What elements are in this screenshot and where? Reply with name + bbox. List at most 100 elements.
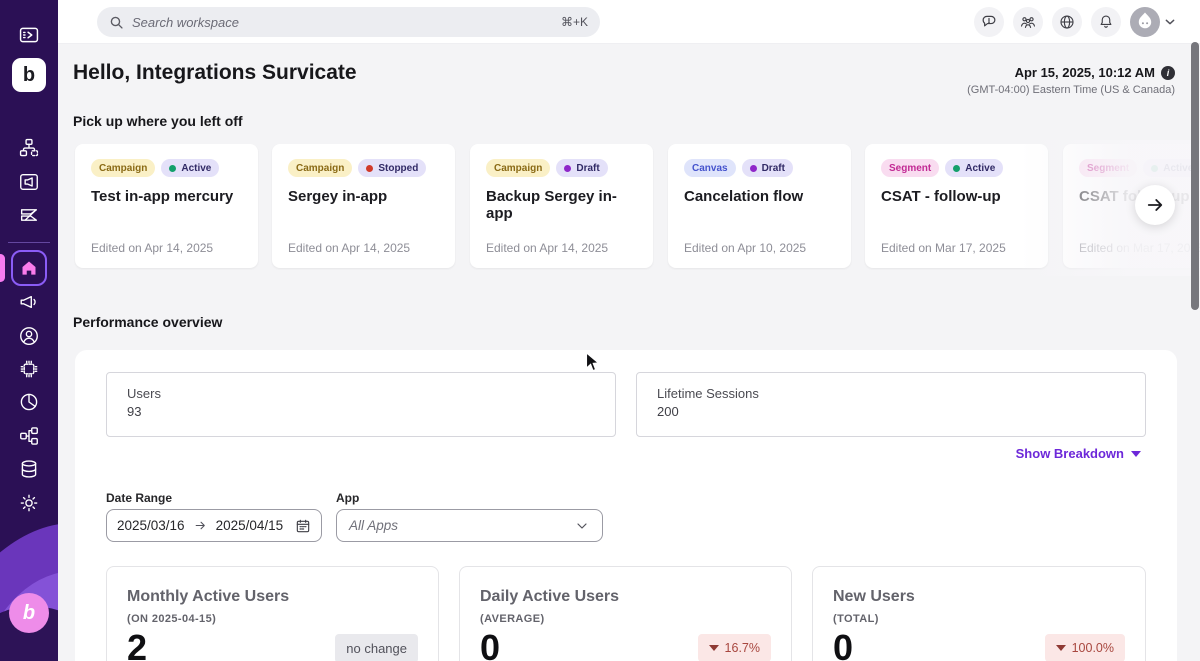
- metric-title: Daily Active Users: [480, 588, 620, 605]
- carousel-next-button[interactable]: [1135, 185, 1175, 225]
- sidebar-item-announcements[interactable]: [0, 291, 58, 313]
- app-filter-label: App: [336, 491, 360, 505]
- recent-card[interactable]: Campaign Draft Backup Sergey in-app Edit…: [470, 144, 653, 268]
- metric-title: New Users: [833, 588, 915, 605]
- sidebar-item-analytics[interactable]: [0, 391, 58, 413]
- status-badge: Active: [161, 159, 220, 177]
- metric-value: 0: [480, 627, 501, 661]
- people-icon: [1019, 13, 1037, 31]
- timezone-text: (GMT-04:00) Eastern Time (US & Canada): [967, 84, 1175, 96]
- app-select-value: All Apps: [349, 518, 399, 533]
- performance-section-title: Performance overview: [73, 314, 223, 330]
- info-icon[interactable]: [1161, 65, 1175, 80]
- sidebar-item-getting-started[interactable]: [0, 24, 58, 46]
- metric-card-new-users: New Users (TOTAL) 0 100.0%: [812, 566, 1146, 661]
- workspace-logo-letter: b: [22, 63, 36, 86]
- sidebar-item-home[interactable]: [11, 250, 47, 286]
- status-dot: [169, 164, 177, 172]
- metric-value: 2: [127, 627, 148, 661]
- sidebar-item-contacts[interactable]: [0, 325, 58, 347]
- workspace-logo[interactable]: b: [12, 58, 46, 92]
- sidebar-item-data[interactable]: [0, 458, 58, 480]
- feedback-button[interactable]: [974, 7, 1004, 37]
- sitemap-icon: [18, 137, 40, 159]
- datetime-block: Apr 15, 2025, 10:12 AM (GMT-04:00) Easte…: [967, 65, 1175, 96]
- calendar-icon: [295, 518, 311, 534]
- change-badge: 16.7%: [697, 634, 771, 661]
- recent-card[interactable]: Segment Active CSAT follow-up Edited on …: [1063, 144, 1200, 268]
- canvas-nodes-icon: [18, 425, 40, 447]
- status-dot: [366, 164, 374, 172]
- status-badge: Stopped: [358, 159, 427, 177]
- recent-section-title: Pick up where you left off: [73, 113, 243, 129]
- metric-title: Monthly Active Users: [127, 588, 290, 605]
- date-range-picker[interactable]: 2025/03/16 2025/04/15: [106, 509, 322, 542]
- recent-card[interactable]: Campaign Active Test in-app mercury Edit…: [75, 144, 258, 268]
- status-dot: [749, 164, 757, 172]
- down-triangle-icon: [1055, 645, 1066, 651]
- recent-card[interactable]: Campaign Stopped Sergey in-app Edited on…: [272, 144, 455, 268]
- search-shortcut: ⌘+K: [560, 15, 588, 29]
- type-badge: Segment: [1079, 159, 1138, 177]
- performance-panel: Users 93 Lifetime Sessions 200 Show Brea…: [75, 350, 1177, 661]
- sidebar-item-integrations[interactable]: [0, 358, 58, 380]
- date-range-label: Date Range: [106, 491, 173, 505]
- bell-icon: [1097, 13, 1115, 31]
- app-select[interactable]: All Apps: [336, 509, 603, 542]
- campaign-box-icon: [18, 171, 40, 193]
- language-button[interactable]: [1052, 7, 1082, 37]
- status-dot: [1151, 164, 1159, 172]
- change-badge: 100.0%: [1044, 634, 1125, 661]
- sidebar-item-settings[interactable]: [0, 492, 58, 514]
- sidebar-item-campaigns[interactable]: [0, 171, 58, 193]
- card-edited: Edited on Apr 14, 2025: [288, 241, 411, 255]
- card-title: Backup Sergey in-app: [486, 188, 617, 222]
- feedback-bubble-icon: [980, 13, 998, 31]
- search-input[interactable]: [132, 14, 553, 30]
- top-bar: ⌘+K: [58, 0, 1200, 44]
- contact-icon: [18, 325, 40, 347]
- card-title: Test in-app mercury: [91, 188, 234, 205]
- profile-avatar[interactable]: b: [9, 593, 49, 633]
- megaphone-icon: [18, 291, 40, 313]
- database-icon: [18, 458, 40, 480]
- sidebar-item-canvas[interactable]: [0, 425, 58, 447]
- summary-label: Users: [127, 386, 161, 401]
- avatar: [1130, 7, 1160, 37]
- status-badge: Draft: [556, 159, 608, 177]
- type-badge: Campaign: [288, 159, 353, 177]
- down-triangle-icon: [708, 645, 719, 651]
- vertical-scrollbar[interactable]: [1191, 42, 1199, 310]
- search-icon: [109, 15, 124, 30]
- metric-subtitle: (AVERAGE): [480, 613, 545, 625]
- sessions-summary-box: Lifetime Sessions 200: [636, 372, 1146, 437]
- recent-card[interactable]: Segment Active CSAT - follow-up Edited o…: [865, 144, 1048, 268]
- date-from-value: 2025/03/16: [117, 518, 185, 533]
- workspace-search[interactable]: ⌘+K: [97, 7, 600, 37]
- chevron-down-icon: [1162, 14, 1178, 30]
- chevron-down-icon: [1131, 450, 1141, 457]
- flows-icon: [18, 204, 40, 226]
- date-to-value: 2025/04/15: [215, 518, 284, 533]
- summary-value: 93: [127, 404, 142, 419]
- sidebar-item-flows[interactable]: [0, 204, 58, 226]
- metric-card-daily-active-users: Daily Active Users (AVERAGE) 0 16.7%: [459, 566, 792, 661]
- metric-subtitle: (TOTAL): [833, 613, 879, 625]
- card-edited: Edited on Apr 10, 2025: [684, 241, 807, 255]
- type-badge: Campaign: [486, 159, 551, 177]
- card-title: CSAT - follow-up: [881, 188, 1001, 205]
- datetime-text: Apr 15, 2025, 10:12 AM: [1014, 65, 1155, 80]
- metric-value: 0: [833, 627, 854, 661]
- referrals-button[interactable]: [1013, 7, 1043, 37]
- sidebar: b: [0, 0, 58, 661]
- status-badge: Draft: [741, 159, 793, 177]
- account-menu[interactable]: [1130, 7, 1178, 37]
- type-badge: Canvas: [684, 159, 736, 177]
- sidebar-item-sitemap[interactable]: [0, 137, 58, 159]
- show-breakdown-button[interactable]: Show Breakdown: [1016, 446, 1141, 461]
- globe-icon: [1058, 13, 1076, 31]
- card-edited: Edited on Apr 14, 2025: [91, 241, 214, 255]
- home-icon: [19, 258, 39, 278]
- notifications-button[interactable]: [1091, 7, 1121, 37]
- recent-card[interactable]: Canvas Draft Cancelation flow Edited on …: [668, 144, 851, 268]
